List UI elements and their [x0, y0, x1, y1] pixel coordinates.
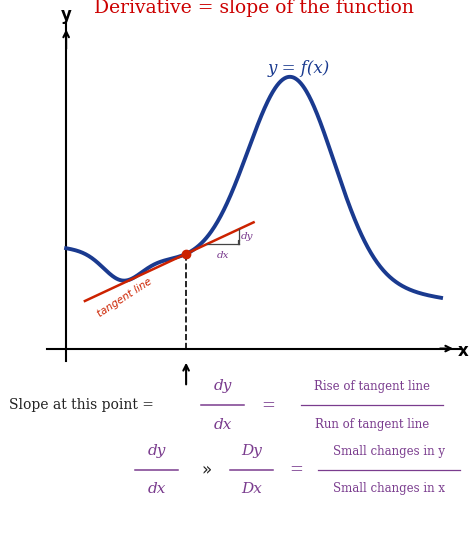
Text: Rise of tangent line: Rise of tangent line: [314, 381, 430, 393]
Text: =: =: [261, 397, 275, 414]
Text: dy: dy: [214, 379, 232, 393]
Text: »: »: [201, 461, 211, 479]
Text: dy: dy: [147, 444, 165, 458]
Text: Slope at this point =: Slope at this point =: [9, 398, 155, 412]
Text: dx: dx: [217, 251, 229, 260]
Text: dx: dx: [214, 418, 232, 432]
Text: =: =: [289, 461, 303, 479]
Text: dy: dy: [241, 232, 254, 241]
Text: tangent line: tangent line: [96, 277, 154, 319]
Text: Run of tangent line: Run of tangent line: [315, 418, 429, 431]
Text: y = f(x): y = f(x): [267, 60, 330, 77]
Text: Small changes in y: Small changes in y: [333, 445, 445, 458]
Text: Dx: Dx: [241, 482, 262, 496]
Text: Small changes in x: Small changes in x: [333, 482, 445, 495]
Text: Dy: Dy: [241, 444, 262, 458]
Text: y: y: [61, 6, 72, 24]
Title: Derivative = slope of the function: Derivative = slope of the function: [94, 0, 413, 17]
Text: x: x: [458, 342, 469, 360]
Text: dx: dx: [147, 482, 165, 496]
